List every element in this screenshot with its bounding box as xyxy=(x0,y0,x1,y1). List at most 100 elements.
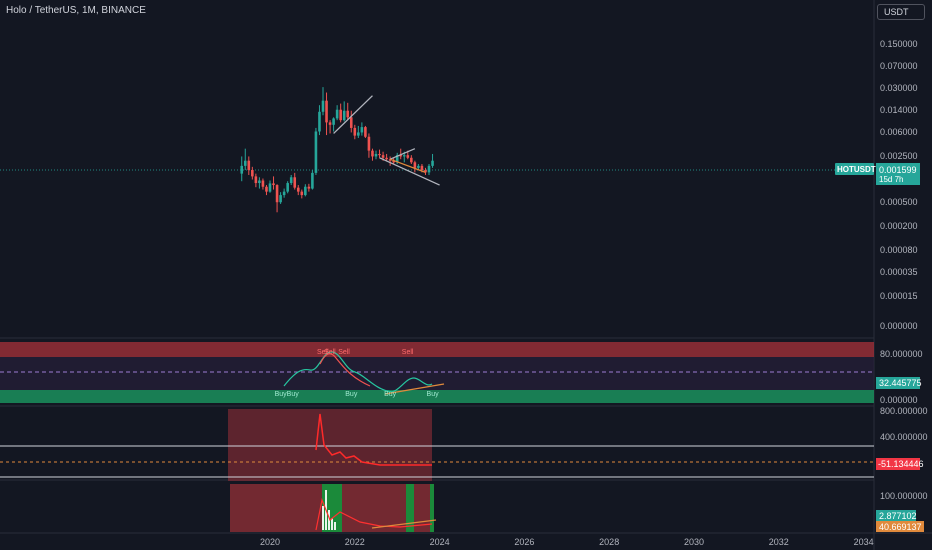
candle xyxy=(279,192,282,204)
candle-body xyxy=(353,127,357,136)
candle xyxy=(424,167,427,175)
candle-body xyxy=(342,110,346,121)
candle xyxy=(247,156,251,175)
price-tick-label: 0.002500 xyxy=(880,151,918,161)
candle-body xyxy=(279,195,282,203)
candle-body xyxy=(296,187,300,192)
candle-body xyxy=(261,180,265,187)
candle xyxy=(318,105,321,136)
trend-line xyxy=(379,157,440,186)
candle xyxy=(314,127,318,175)
time-tick-label: 2024 xyxy=(430,537,450,547)
indicator-line xyxy=(315,497,433,531)
candle xyxy=(378,149,381,158)
oscillator-trend-line xyxy=(384,383,445,395)
price-tick-label: 0.000035 xyxy=(880,267,918,277)
oscillator-signal-line xyxy=(319,353,371,387)
price-badge-countdown: 15d 7h xyxy=(879,175,903,184)
candle xyxy=(325,92,328,136)
candle xyxy=(332,117,335,132)
candle xyxy=(353,124,357,140)
ind3-tick-label: 100.000000 xyxy=(880,491,928,501)
highlight-zone xyxy=(228,409,432,481)
time-tick-label: 2020 xyxy=(260,537,280,547)
candle-body xyxy=(328,122,332,125)
candle xyxy=(261,178,265,190)
candle xyxy=(311,170,314,190)
trend-line xyxy=(333,95,373,134)
candle-body xyxy=(272,183,275,186)
trend-line xyxy=(389,158,426,173)
candle xyxy=(349,110,353,133)
osc-value-badge: 32.445775 xyxy=(879,378,922,388)
candle-body xyxy=(385,157,388,160)
candle-body xyxy=(240,165,244,174)
time-tick-label: 2028 xyxy=(599,537,619,547)
price-tick-label: 0.150000 xyxy=(880,39,918,49)
candle-body xyxy=(339,109,342,121)
histogram-bar xyxy=(334,522,336,530)
time-tick-label: 2030 xyxy=(684,537,704,547)
ind3-secondary-badge-bg xyxy=(876,521,924,532)
candle-body xyxy=(417,165,420,168)
candle-body xyxy=(275,185,279,203)
candle-body xyxy=(410,157,413,163)
candle xyxy=(385,153,388,161)
candle-body xyxy=(360,127,364,133)
osc-tick-label: 0.000000 xyxy=(880,395,918,405)
trend-line xyxy=(389,148,416,160)
signal-label: Buy xyxy=(427,391,440,398)
candle-body xyxy=(254,176,258,184)
candle xyxy=(304,184,307,197)
price-axis[interactable]: 0.150000 0.070000 0.030000 0.014000 0.006000… xyxy=(835,39,928,532)
candle xyxy=(282,188,286,198)
signal-label: Sell xyxy=(338,349,350,356)
osc-value-badge-bg xyxy=(876,377,920,389)
ind3-value-badge-bg xyxy=(876,510,916,521)
time-tick-label: 2022 xyxy=(345,537,365,547)
candle xyxy=(328,120,332,134)
candle xyxy=(388,156,392,166)
time-tick-label: 2034 xyxy=(854,537,874,547)
candle-body xyxy=(427,165,431,173)
candle-body xyxy=(406,155,410,158)
indicator-line xyxy=(315,413,432,466)
candle xyxy=(265,185,268,196)
candle xyxy=(289,174,293,186)
candle-body xyxy=(258,180,261,184)
candle-body xyxy=(374,153,378,157)
candle xyxy=(251,166,254,180)
time-axis[interactable]: 2020 2022 2024 2026 2028 2030 2032 2034 xyxy=(260,537,874,547)
candle xyxy=(431,153,434,168)
candle-body xyxy=(307,186,311,189)
symbol-badge-bg xyxy=(835,163,874,175)
candle-body xyxy=(251,170,254,177)
candle xyxy=(272,176,275,190)
histogram-bar xyxy=(331,518,333,530)
symbol-badge-label: HOTUSDT xyxy=(837,165,876,174)
ind3-value-badge: 2.877102 xyxy=(879,511,917,521)
ind2-tick-label: 400.000000 xyxy=(880,432,928,442)
candle-body xyxy=(371,150,374,157)
currency-button[interactable]: USDT xyxy=(877,4,925,20)
indicator-pane-3[interactable] xyxy=(230,484,437,532)
candle xyxy=(335,105,339,121)
price-tick-label: 0.000200 xyxy=(880,221,918,231)
candle xyxy=(417,164,420,170)
candle-body xyxy=(349,117,353,128)
price-badge-bg xyxy=(876,163,920,185)
candle xyxy=(321,87,325,116)
candle-body xyxy=(247,160,251,170)
candle xyxy=(243,148,247,170)
osc-tick-label: 80.000000 xyxy=(880,349,923,359)
time-tick-label: 2026 xyxy=(514,537,534,547)
candle-body xyxy=(335,109,339,119)
indicator-pane-2[interactable] xyxy=(0,409,874,481)
ind2-value-badge-bg xyxy=(876,458,920,470)
signal-label: Buy xyxy=(345,391,358,398)
